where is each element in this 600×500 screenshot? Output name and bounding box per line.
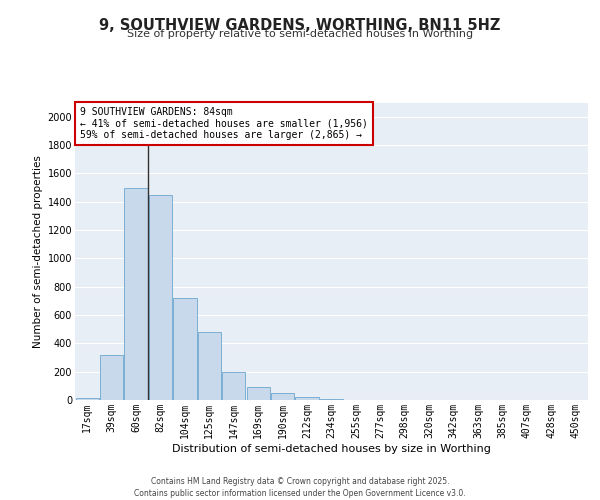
Text: 9 SOUTHVIEW GARDENS: 84sqm
← 41% of semi-detached houses are smaller (1,956)
59%: 9 SOUTHVIEW GARDENS: 84sqm ← 41% of semi… xyxy=(80,107,368,140)
X-axis label: Distribution of semi-detached houses by size in Worthing: Distribution of semi-detached houses by … xyxy=(172,444,491,454)
Bar xyxy=(173,298,197,400)
Text: Contains HM Land Registry data © Crown copyright and database right 2025.
Contai: Contains HM Land Registry data © Crown c… xyxy=(134,476,466,498)
Bar xyxy=(100,354,123,400)
Y-axis label: Number of semi-detached properties: Number of semi-detached properties xyxy=(34,155,43,348)
Bar xyxy=(76,398,99,400)
Bar xyxy=(247,387,270,400)
Bar xyxy=(124,188,148,400)
Bar xyxy=(198,332,221,400)
Bar xyxy=(320,398,343,400)
Bar xyxy=(295,397,319,400)
Bar xyxy=(271,393,294,400)
Text: Size of property relative to semi-detached houses in Worthing: Size of property relative to semi-detach… xyxy=(127,29,473,39)
Bar xyxy=(222,372,245,400)
Text: 9, SOUTHVIEW GARDENS, WORTHING, BN11 5HZ: 9, SOUTHVIEW GARDENS, WORTHING, BN11 5HZ xyxy=(100,18,500,32)
Bar xyxy=(149,194,172,400)
